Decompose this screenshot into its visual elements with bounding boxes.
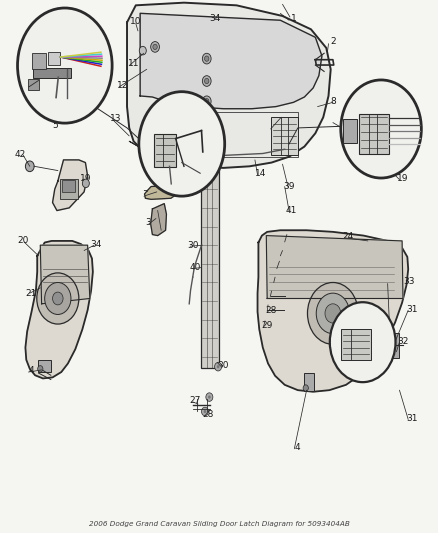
Text: 1: 1 [290,14,297,23]
Text: 42: 42 [14,150,25,159]
Polygon shape [25,241,93,378]
FancyBboxPatch shape [271,117,298,155]
Text: 4: 4 [295,443,300,452]
FancyBboxPatch shape [341,329,371,360]
FancyBboxPatch shape [389,333,399,358]
FancyBboxPatch shape [154,134,176,167]
Circle shape [205,56,209,61]
Text: 2006 Dodge Grand Caravan Sliding Door Latch Diagram for 5093404AB: 2006 Dodge Grand Caravan Sliding Door La… [88,521,350,527]
Circle shape [82,179,89,188]
FancyBboxPatch shape [33,68,71,78]
Circle shape [202,96,211,107]
Text: 10: 10 [130,17,141,26]
FancyBboxPatch shape [32,53,46,69]
Text: 38: 38 [145,219,157,227]
Text: 19: 19 [397,174,409,183]
Text: 31: 31 [406,414,417,423]
Text: 2: 2 [330,37,336,46]
Text: 17: 17 [378,146,389,155]
Text: 5: 5 [52,121,58,130]
Circle shape [38,366,43,372]
Circle shape [202,76,211,86]
Circle shape [205,99,209,104]
Circle shape [18,8,112,123]
FancyBboxPatch shape [48,52,60,65]
FancyBboxPatch shape [343,119,357,143]
Circle shape [25,161,34,172]
Text: 4: 4 [26,30,31,39]
Polygon shape [140,13,322,109]
Circle shape [205,78,209,84]
Circle shape [330,302,396,382]
Text: 28: 28 [203,410,214,419]
Circle shape [53,292,63,305]
FancyBboxPatch shape [60,179,78,199]
Circle shape [215,362,222,371]
Text: 34: 34 [209,14,220,23]
FancyBboxPatch shape [359,114,389,154]
Circle shape [307,282,358,344]
Circle shape [303,385,308,391]
Text: 29: 29 [261,321,273,329]
Text: 30: 30 [187,241,198,249]
Text: 40: 40 [189,263,201,272]
Text: 11: 11 [128,60,139,68]
Text: 21: 21 [25,289,36,297]
FancyBboxPatch shape [304,373,314,391]
Text: 19: 19 [80,174,92,183]
Circle shape [325,304,341,323]
Text: 4: 4 [29,366,34,375]
Circle shape [45,282,71,314]
Polygon shape [151,204,166,236]
Circle shape [204,410,206,413]
FancyBboxPatch shape [38,360,51,372]
Text: 32: 32 [397,337,409,345]
Text: 34: 34 [90,240,101,248]
Circle shape [153,44,157,50]
Text: 3: 3 [47,14,53,23]
Text: 23: 23 [278,251,290,259]
Text: 12: 12 [117,81,128,90]
Text: 14: 14 [255,169,266,178]
Text: 6: 6 [343,124,349,132]
FancyBboxPatch shape [201,159,219,368]
Text: 31: 31 [406,305,417,313]
Circle shape [202,53,211,64]
Text: 20: 20 [17,237,28,245]
Circle shape [201,407,208,416]
Text: 27: 27 [190,397,201,405]
Polygon shape [258,230,408,392]
Circle shape [151,42,159,52]
Text: 22: 22 [283,237,294,245]
Text: 28: 28 [265,306,276,314]
Circle shape [217,365,219,368]
Circle shape [208,395,211,399]
Polygon shape [53,160,88,211]
Text: 25: 25 [275,263,286,272]
Polygon shape [40,245,90,304]
Text: 30: 30 [218,361,229,369]
Text: 37: 37 [142,190,154,199]
Text: 7: 7 [271,124,277,132]
Circle shape [341,80,421,178]
Text: 39: 39 [283,182,295,191]
Text: 13: 13 [110,114,122,123]
Text: 33: 33 [403,277,415,286]
Polygon shape [127,3,331,168]
Text: 27: 27 [268,292,279,300]
Text: 26: 26 [271,277,283,286]
Polygon shape [145,185,179,199]
Polygon shape [266,236,403,298]
Circle shape [206,393,213,401]
Circle shape [37,273,79,324]
Text: 41: 41 [286,206,297,214]
Text: 24: 24 [343,232,354,241]
Circle shape [139,46,146,55]
Circle shape [316,293,350,334]
Text: 15: 15 [200,171,212,179]
Circle shape [139,92,225,196]
FancyBboxPatch shape [28,79,39,90]
FancyBboxPatch shape [62,180,75,192]
Text: 8: 8 [330,97,336,106]
